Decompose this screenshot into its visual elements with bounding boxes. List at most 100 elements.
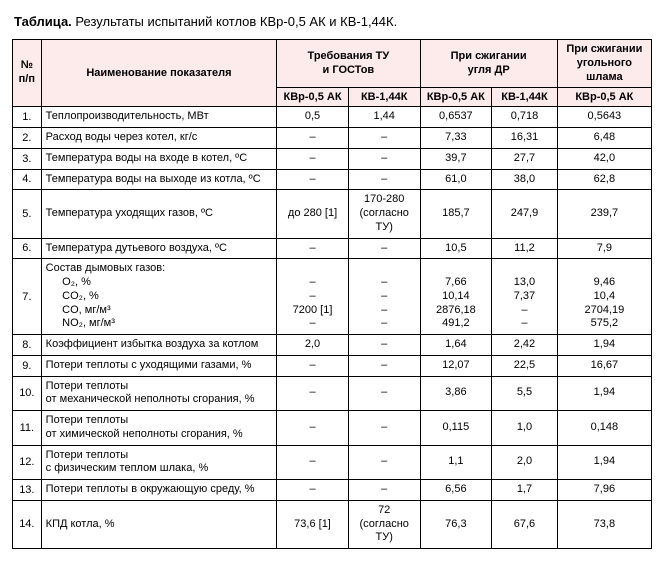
cell-value: 0,5 bbox=[277, 107, 349, 128]
table-row: 13.Потери теплоты в окружающую среду, %–… bbox=[13, 480, 652, 501]
cell-value: 76,3 bbox=[420, 500, 492, 548]
table-row: 7.Состав дымовых газов: O₂, % CO₂, % CO,… bbox=[13, 259, 652, 335]
row-index: 13. bbox=[13, 480, 42, 501]
table-row: 10.Потери теплотыот механической неполно… bbox=[13, 376, 652, 411]
cell-value: 10,5 bbox=[420, 238, 492, 259]
cell-value: 1,44 bbox=[348, 107, 420, 128]
cell-value: 27,7 bbox=[492, 148, 558, 169]
table-row: 11.Потери теплотыот химической неполноты… bbox=[13, 411, 652, 446]
row-name: Состав дымовых газов: O₂, % CO₂, % CO, м… bbox=[41, 259, 277, 335]
table-row: 3.Температура воды на входе в котел, ºС–… bbox=[13, 148, 652, 169]
row-index: 11. bbox=[13, 411, 42, 446]
th-group-spec: Требования ТУи ГОСТов bbox=[277, 40, 420, 88]
row-index: 9. bbox=[13, 355, 42, 376]
row-name: Потери теплотыс физическим теплом шлака,… bbox=[41, 445, 277, 480]
cell-value: 39,7 bbox=[420, 148, 492, 169]
row-name: Температура воды на выходе из котла, ºС bbox=[41, 169, 277, 190]
cell-value: 247,9 bbox=[492, 190, 558, 238]
th-num: №п/п bbox=[13, 40, 42, 107]
cell-value: – bbox=[277, 238, 349, 259]
row-index: 4. bbox=[13, 169, 42, 190]
row-name: Потери теплоты в окружающую среду, % bbox=[41, 480, 277, 501]
th-name: Наименование показателя bbox=[41, 40, 277, 107]
th-coal-kvr: КВр-0,5 АК bbox=[420, 88, 492, 107]
row-index: 14. bbox=[13, 500, 42, 548]
cell-value: 11,2 bbox=[492, 238, 558, 259]
table-row: 6.Температура дутьевого воздуха, ºС––10,… bbox=[13, 238, 652, 259]
cell-value: до 280 [1] bbox=[277, 190, 349, 238]
cell-value: 2,0 bbox=[277, 335, 349, 356]
cell-value: – bbox=[277, 411, 349, 446]
cell-value: 3,86 bbox=[420, 376, 492, 411]
table-body: 1.Теплопроизводительность, МВт0,51,440,6… bbox=[13, 107, 652, 549]
cell-value: 239,7 bbox=[557, 190, 651, 238]
row-index: 5. bbox=[13, 190, 42, 238]
cell-value: – bbox=[348, 148, 420, 169]
table-caption: Таблица. Результаты испытаний котлов КВр… bbox=[14, 14, 652, 29]
row-name: Расход воды через котел, кг/с bbox=[41, 128, 277, 149]
table-row: 14.КПД котла, %73,6 [1]72(согласноТУ)76,… bbox=[13, 500, 652, 548]
cell-value: 7,96 bbox=[557, 480, 651, 501]
cell-value: 13,07,37–– bbox=[492, 259, 558, 335]
cell-value: 1,0 bbox=[492, 411, 558, 446]
cell-value: – bbox=[348, 445, 420, 480]
table-head: №п/п Наименование показателя Требования … bbox=[13, 40, 652, 107]
row-index: 1. bbox=[13, 107, 42, 128]
row-name: Потери теплоты с уходящими газами, % bbox=[41, 355, 277, 376]
cell-value: – bbox=[277, 445, 349, 480]
caption-text: Результаты испытаний котлов КВр-0,5 АК и… bbox=[75, 14, 397, 29]
cell-value: – bbox=[348, 128, 420, 149]
row-name: Температура дутьевого воздуха, ºС bbox=[41, 238, 277, 259]
row-index: 6. bbox=[13, 238, 42, 259]
cell-value: 38,0 bbox=[492, 169, 558, 190]
row-name: КПД котла, % bbox=[41, 500, 277, 548]
cell-value: 72(согласноТУ) bbox=[348, 500, 420, 548]
cell-value: – bbox=[348, 376, 420, 411]
cell-value: 5,5 bbox=[492, 376, 558, 411]
caption-label: Таблица. bbox=[14, 14, 72, 29]
cell-value: 0,718 bbox=[492, 107, 558, 128]
row-name: Потери теплотыот химической неполноты сг… bbox=[41, 411, 277, 446]
cell-value: 9,4610,42704,19575,2 bbox=[557, 259, 651, 335]
row-name: Коэффициент избытка воздуха за котлом bbox=[41, 335, 277, 356]
cell-value: – bbox=[348, 335, 420, 356]
cell-value: 1,94 bbox=[557, 445, 651, 480]
cell-value: 7,9 bbox=[557, 238, 651, 259]
table-row: 2.Расход воды через котел, кг/с––7,3316,… bbox=[13, 128, 652, 149]
cell-value: 12,07 bbox=[420, 355, 492, 376]
cell-value: – bbox=[348, 480, 420, 501]
cell-value: – bbox=[277, 128, 349, 149]
cell-value: – bbox=[348, 355, 420, 376]
table-row: 5.Температура уходящих газов, ºСдо 280 [… bbox=[13, 190, 652, 238]
row-name: Теплопроизводительность, МВт bbox=[41, 107, 277, 128]
cell-value: 73,6 [1] bbox=[277, 500, 349, 548]
row-name: Температура воды на входе в котел, ºС bbox=[41, 148, 277, 169]
row-index: 10. bbox=[13, 376, 42, 411]
cell-value: ––7200 [1]– bbox=[277, 259, 349, 335]
cell-value: 6,48 bbox=[557, 128, 651, 149]
cell-value: 6,56 bbox=[420, 480, 492, 501]
th-coal-kv: КВ-1,44К bbox=[492, 88, 558, 107]
cell-value: 0,6537 bbox=[420, 107, 492, 128]
cell-value: 73,8 bbox=[557, 500, 651, 548]
cell-value: 1,7 bbox=[492, 480, 558, 501]
cell-value: – bbox=[277, 169, 349, 190]
th-group-sludge: При сжиганииугольногошлама bbox=[557, 40, 651, 88]
cell-value: 7,6610,142876,18491,2 bbox=[420, 259, 492, 335]
cell-value: 2,0 bbox=[492, 445, 558, 480]
row-name: Потери теплотыот механической неполноты … bbox=[41, 376, 277, 411]
cell-value: 1,64 bbox=[420, 335, 492, 356]
cell-value: – bbox=[277, 148, 349, 169]
cell-value: 1,94 bbox=[557, 376, 651, 411]
cell-value: – bbox=[348, 411, 420, 446]
th-group-coal: При сжиганииугля ДР bbox=[420, 40, 557, 88]
table-row: 4.Температура воды на выходе из котла, º… bbox=[13, 169, 652, 190]
cell-value: 0,115 bbox=[420, 411, 492, 446]
cell-value: 67,6 bbox=[492, 500, 558, 548]
row-index: 8. bbox=[13, 335, 42, 356]
th-sludge-kvr: КВр-0,5 АК bbox=[557, 88, 651, 107]
cell-value: 170-280(согласноТУ) bbox=[348, 190, 420, 238]
cell-value: 42,0 bbox=[557, 148, 651, 169]
cell-value: – bbox=[277, 480, 349, 501]
th-spec-kvr: КВр-0,5 АК bbox=[277, 88, 349, 107]
